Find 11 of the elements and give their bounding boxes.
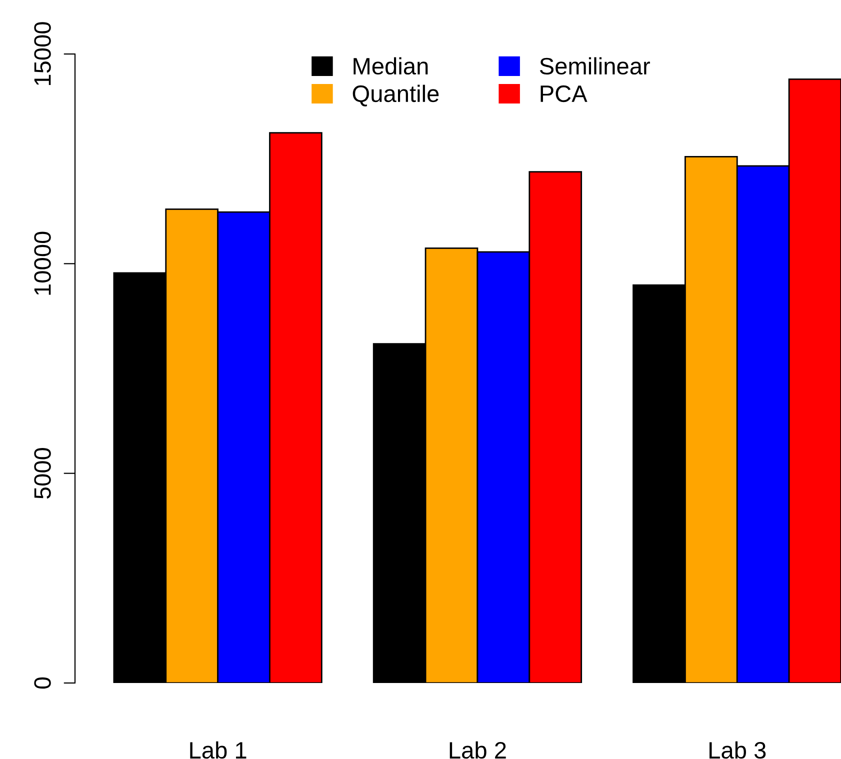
y-tick-label: 15000 <box>34 22 51 86</box>
x-tick-label: Lab 2 <box>450 741 506 759</box>
legend-label: PCA <box>540 85 588 102</box>
x-tick-label: Lab 1 <box>190 741 246 759</box>
legend-label: Median <box>354 57 428 75</box>
legend-label: Quantile <box>352 84 439 106</box>
legend-label: Semilinear <box>540 57 650 75</box>
x-tick-label: Lab 3 <box>710 741 766 759</box>
y-tick-label: 5000 <box>34 448 51 499</box>
y-tick-label: 10000 <box>34 232 51 295</box>
y-tick-label: 0 <box>34 677 51 689</box>
